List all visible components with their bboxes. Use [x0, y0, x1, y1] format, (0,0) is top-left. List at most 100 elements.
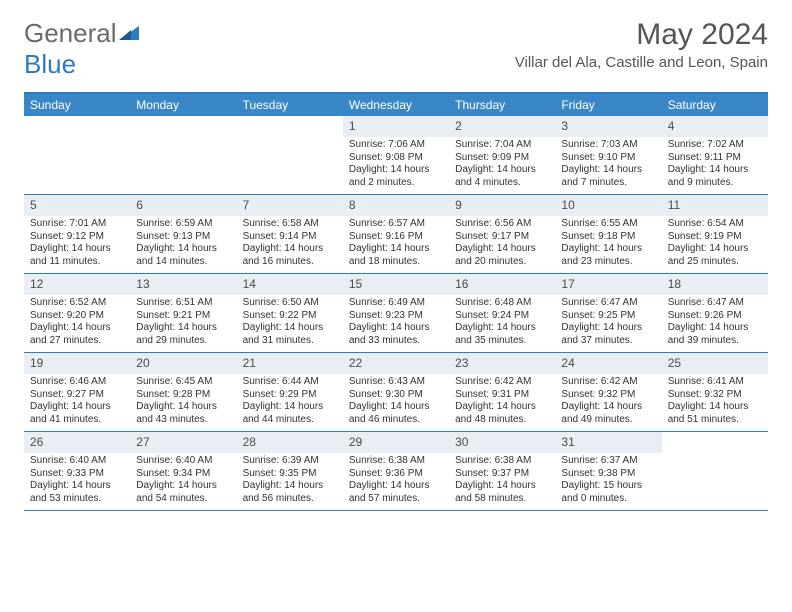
- daylight-line: Daylight: 14 hours and 48 minutes.: [455, 401, 549, 426]
- daylight-line: Daylight: 14 hours and 31 minutes.: [243, 322, 337, 347]
- calendar-day-cell: 12Sunrise: 6:52 AMSunset: 9:20 PMDayligh…: [24, 274, 130, 352]
- calendar-day-cell: 22Sunrise: 6:43 AMSunset: 9:30 PMDayligh…: [343, 353, 449, 431]
- weekday-header: Sunday: [24, 94, 130, 116]
- daylight-line: Daylight: 14 hours and 33 minutes.: [349, 322, 443, 347]
- sunset-line: Sunset: 9:29 PM: [243, 389, 337, 402]
- day-number: 8: [343, 195, 449, 216]
- calendar-empty-cell: [24, 116, 130, 194]
- sunrise-line: Sunrise: 6:42 AM: [561, 376, 655, 389]
- day-number: 9: [449, 195, 555, 216]
- calendar-day-cell: 7Sunrise: 6:58 AMSunset: 9:14 PMDaylight…: [237, 195, 343, 273]
- day-info: Sunrise: 6:39 AMSunset: 9:35 PMDaylight:…: [237, 455, 343, 509]
- daylight-line: Daylight: 14 hours and 58 minutes.: [455, 480, 549, 505]
- title-block: May 2024 Villar del Ala, Castille and Le…: [515, 18, 768, 71]
- sunset-line: Sunset: 9:23 PM: [349, 310, 443, 323]
- day-info: Sunrise: 6:59 AMSunset: 9:13 PMDaylight:…: [130, 218, 236, 272]
- calendar-day-cell: 10Sunrise: 6:55 AMSunset: 9:18 PMDayligh…: [555, 195, 661, 273]
- sunrise-line: Sunrise: 7:04 AM: [455, 139, 549, 152]
- day-number: 6: [130, 195, 236, 216]
- day-number: 30: [449, 432, 555, 453]
- day-info: Sunrise: 6:42 AMSunset: 9:32 PMDaylight:…: [555, 376, 661, 430]
- sunrise-line: Sunrise: 7:03 AM: [561, 139, 655, 152]
- page-header: General Blue May 2024 Villar del Ala, Ca…: [0, 0, 792, 88]
- sunrise-line: Sunrise: 7:01 AM: [30, 218, 124, 231]
- sunrise-line: Sunrise: 6:47 AM: [561, 297, 655, 310]
- daylight-line: Daylight: 14 hours and 44 minutes.: [243, 401, 337, 426]
- day-number: 26: [24, 432, 130, 453]
- weekday-header: Thursday: [449, 94, 555, 116]
- sunrise-line: Sunrise: 6:55 AM: [561, 218, 655, 231]
- sunrise-line: Sunrise: 6:50 AM: [243, 297, 337, 310]
- calendar-day-cell: 25Sunrise: 6:41 AMSunset: 9:32 PMDayligh…: [662, 353, 768, 431]
- day-number: 17: [555, 274, 661, 295]
- sunset-line: Sunset: 9:17 PM: [455, 231, 549, 244]
- sunset-line: Sunset: 9:21 PM: [136, 310, 230, 323]
- daylight-line: Daylight: 14 hours and 46 minutes.: [349, 401, 443, 426]
- month-title: May 2024: [515, 18, 768, 52]
- day-number: 10: [555, 195, 661, 216]
- day-info: Sunrise: 6:50 AMSunset: 9:22 PMDaylight:…: [237, 297, 343, 351]
- day-info: Sunrise: 7:04 AMSunset: 9:09 PMDaylight:…: [449, 139, 555, 193]
- sunset-line: Sunset: 9:14 PM: [243, 231, 337, 244]
- sunset-line: Sunset: 9:28 PM: [136, 389, 230, 402]
- day-number: 2: [449, 116, 555, 137]
- calendar-day-cell: 28Sunrise: 6:39 AMSunset: 9:35 PMDayligh…: [237, 432, 343, 510]
- brand-logo: General Blue: [24, 18, 141, 80]
- weekday-header-row: SundayMondayTuesdayWednesdayThursdayFrid…: [24, 94, 768, 116]
- day-info: Sunrise: 6:38 AMSunset: 9:37 PMDaylight:…: [449, 455, 555, 509]
- calendar-day-cell: 13Sunrise: 6:51 AMSunset: 9:21 PMDayligh…: [130, 274, 236, 352]
- day-number: 18: [662, 274, 768, 295]
- calendar-day-cell: 23Sunrise: 6:42 AMSunset: 9:31 PMDayligh…: [449, 353, 555, 431]
- day-info: Sunrise: 6:38 AMSunset: 9:36 PMDaylight:…: [343, 455, 449, 509]
- daylight-line: Daylight: 14 hours and 35 minutes.: [455, 322, 549, 347]
- day-info: Sunrise: 6:57 AMSunset: 9:16 PMDaylight:…: [343, 218, 449, 272]
- sunrise-line: Sunrise: 6:38 AM: [349, 455, 443, 468]
- sunset-line: Sunset: 9:32 PM: [668, 389, 762, 402]
- sunrise-line: Sunrise: 6:40 AM: [136, 455, 230, 468]
- sunrise-line: Sunrise: 6:38 AM: [455, 455, 549, 468]
- daylight-line: Daylight: 14 hours and 14 minutes.: [136, 243, 230, 268]
- calendar-week-row: 12Sunrise: 6:52 AMSunset: 9:20 PMDayligh…: [24, 274, 768, 353]
- day-info: Sunrise: 6:42 AMSunset: 9:31 PMDaylight:…: [449, 376, 555, 430]
- day-info: Sunrise: 6:40 AMSunset: 9:33 PMDaylight:…: [24, 455, 130, 509]
- sunrise-line: Sunrise: 7:02 AM: [668, 139, 762, 152]
- daylight-line: Daylight: 14 hours and 2 minutes.: [349, 164, 443, 189]
- daylight-line: Daylight: 14 hours and 29 minutes.: [136, 322, 230, 347]
- location-text: Villar del Ala, Castille and Leon, Spain: [515, 54, 768, 71]
- weekday-header: Wednesday: [343, 94, 449, 116]
- sunset-line: Sunset: 9:19 PM: [668, 231, 762, 244]
- sunrise-line: Sunrise: 6:59 AM: [136, 218, 230, 231]
- calendar-empty-cell: [662, 432, 768, 510]
- daylight-line: Daylight: 14 hours and 23 minutes.: [561, 243, 655, 268]
- daylight-line: Daylight: 14 hours and 39 minutes.: [668, 322, 762, 347]
- calendar-day-cell: 8Sunrise: 6:57 AMSunset: 9:16 PMDaylight…: [343, 195, 449, 273]
- calendar-day-cell: 19Sunrise: 6:46 AMSunset: 9:27 PMDayligh…: [24, 353, 130, 431]
- calendar-week-row: 5Sunrise: 7:01 AMSunset: 9:12 PMDaylight…: [24, 195, 768, 274]
- daylight-line: Daylight: 14 hours and 54 minutes.: [136, 480, 230, 505]
- daylight-line: Daylight: 14 hours and 11 minutes.: [30, 243, 124, 268]
- brand-word-1: General: [24, 18, 117, 48]
- day-number: 25: [662, 353, 768, 374]
- day-number: 4: [662, 116, 768, 137]
- sail-icon: [119, 18, 141, 49]
- daylight-line: Daylight: 14 hours and 57 minutes.: [349, 480, 443, 505]
- sunset-line: Sunset: 9:35 PM: [243, 468, 337, 481]
- sunset-line: Sunset: 9:27 PM: [30, 389, 124, 402]
- calendar-day-cell: 6Sunrise: 6:59 AMSunset: 9:13 PMDaylight…: [130, 195, 236, 273]
- sunset-line: Sunset: 9:09 PM: [455, 152, 549, 165]
- day-number: 27: [130, 432, 236, 453]
- sunrise-line: Sunrise: 7:06 AM: [349, 139, 443, 152]
- day-info: Sunrise: 6:45 AMSunset: 9:28 PMDaylight:…: [130, 376, 236, 430]
- calendar-day-cell: 20Sunrise: 6:45 AMSunset: 9:28 PMDayligh…: [130, 353, 236, 431]
- day-info: Sunrise: 7:03 AMSunset: 9:10 PMDaylight:…: [555, 139, 661, 193]
- day-number: 24: [555, 353, 661, 374]
- sunset-line: Sunset: 9:24 PM: [455, 310, 549, 323]
- calendar-day-cell: 29Sunrise: 6:38 AMSunset: 9:36 PMDayligh…: [343, 432, 449, 510]
- daylight-line: Daylight: 14 hours and 18 minutes.: [349, 243, 443, 268]
- sunset-line: Sunset: 9:20 PM: [30, 310, 124, 323]
- calendar-day-cell: 1Sunrise: 7:06 AMSunset: 9:08 PMDaylight…: [343, 116, 449, 194]
- day-number: 29: [343, 432, 449, 453]
- calendar-day-cell: 26Sunrise: 6:40 AMSunset: 9:33 PMDayligh…: [24, 432, 130, 510]
- calendar-empty-cell: [237, 116, 343, 194]
- sunrise-line: Sunrise: 6:47 AM: [668, 297, 762, 310]
